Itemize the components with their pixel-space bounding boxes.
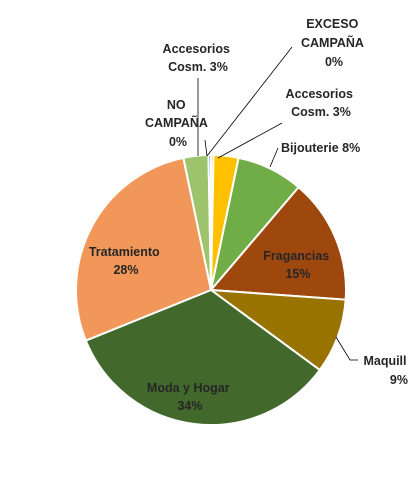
label-accesorios-right-line1: Accesorios xyxy=(286,87,353,101)
label-tratamiento-pct: 28% xyxy=(113,263,138,277)
label-no-pct: 0% xyxy=(169,135,187,149)
label-fragancias-name: Fragancias xyxy=(263,249,329,263)
label-maquill: Maquill 9% xyxy=(363,354,410,387)
label-accesorios-right: Accesorios Cosm. 3% xyxy=(286,87,357,119)
label-exceso-line1: EXCESO xyxy=(306,17,358,31)
pie-slice-4 xyxy=(208,185,347,301)
label-no-campana: NO CAMPAÑA 0% xyxy=(145,98,211,149)
label-accesorios-left-line2: Cosm. 3% xyxy=(168,60,228,74)
pie-slice-6 xyxy=(84,288,322,426)
pie-slice-7 xyxy=(75,156,213,342)
leader-line-maquill xyxy=(335,336,358,361)
label-accesorios-left: Accesorios Cosm. 3% xyxy=(163,42,234,74)
label-moda-name: Moda y Hogar xyxy=(147,381,230,395)
label-no-line2: CAMPAÑA xyxy=(145,115,208,130)
label-moda-y-hogar: Moda y Hogar 34% xyxy=(147,381,233,413)
label-accesorios-left-line1: Accesorios xyxy=(163,42,230,56)
leader-line-no-campana xyxy=(204,139,208,157)
label-no-line1: NO xyxy=(167,98,186,112)
label-fragancias: Fragancias 15% xyxy=(263,249,333,281)
label-maquill-name: Maquill xyxy=(363,354,406,368)
pie-slices xyxy=(75,153,347,426)
label-exceso-line2: CAMPAÑA xyxy=(301,35,364,50)
pie-slice-9 xyxy=(207,153,212,291)
leader-line-bijouterie xyxy=(269,147,279,168)
label-exceso-pct: 0% xyxy=(325,55,343,69)
label-exceso-campana: EXCESO CAMPAÑA 0% xyxy=(301,17,367,69)
leader-line-exceso xyxy=(206,46,293,157)
label-tratamiento-name: Tratamiento xyxy=(89,245,160,259)
label-fragancias-pct: 15% xyxy=(285,267,310,281)
label-tratamiento: Tratamiento 28% xyxy=(89,245,163,277)
leader-line-accesorios-right xyxy=(217,122,283,159)
label-moda-pct: 34% xyxy=(177,399,202,413)
label-maquill-pct: 9% xyxy=(390,373,408,387)
label-accesorios-right-line2: Cosm. 3% xyxy=(291,105,351,119)
label-bijouterie: Bijouterie 8% xyxy=(281,141,360,155)
